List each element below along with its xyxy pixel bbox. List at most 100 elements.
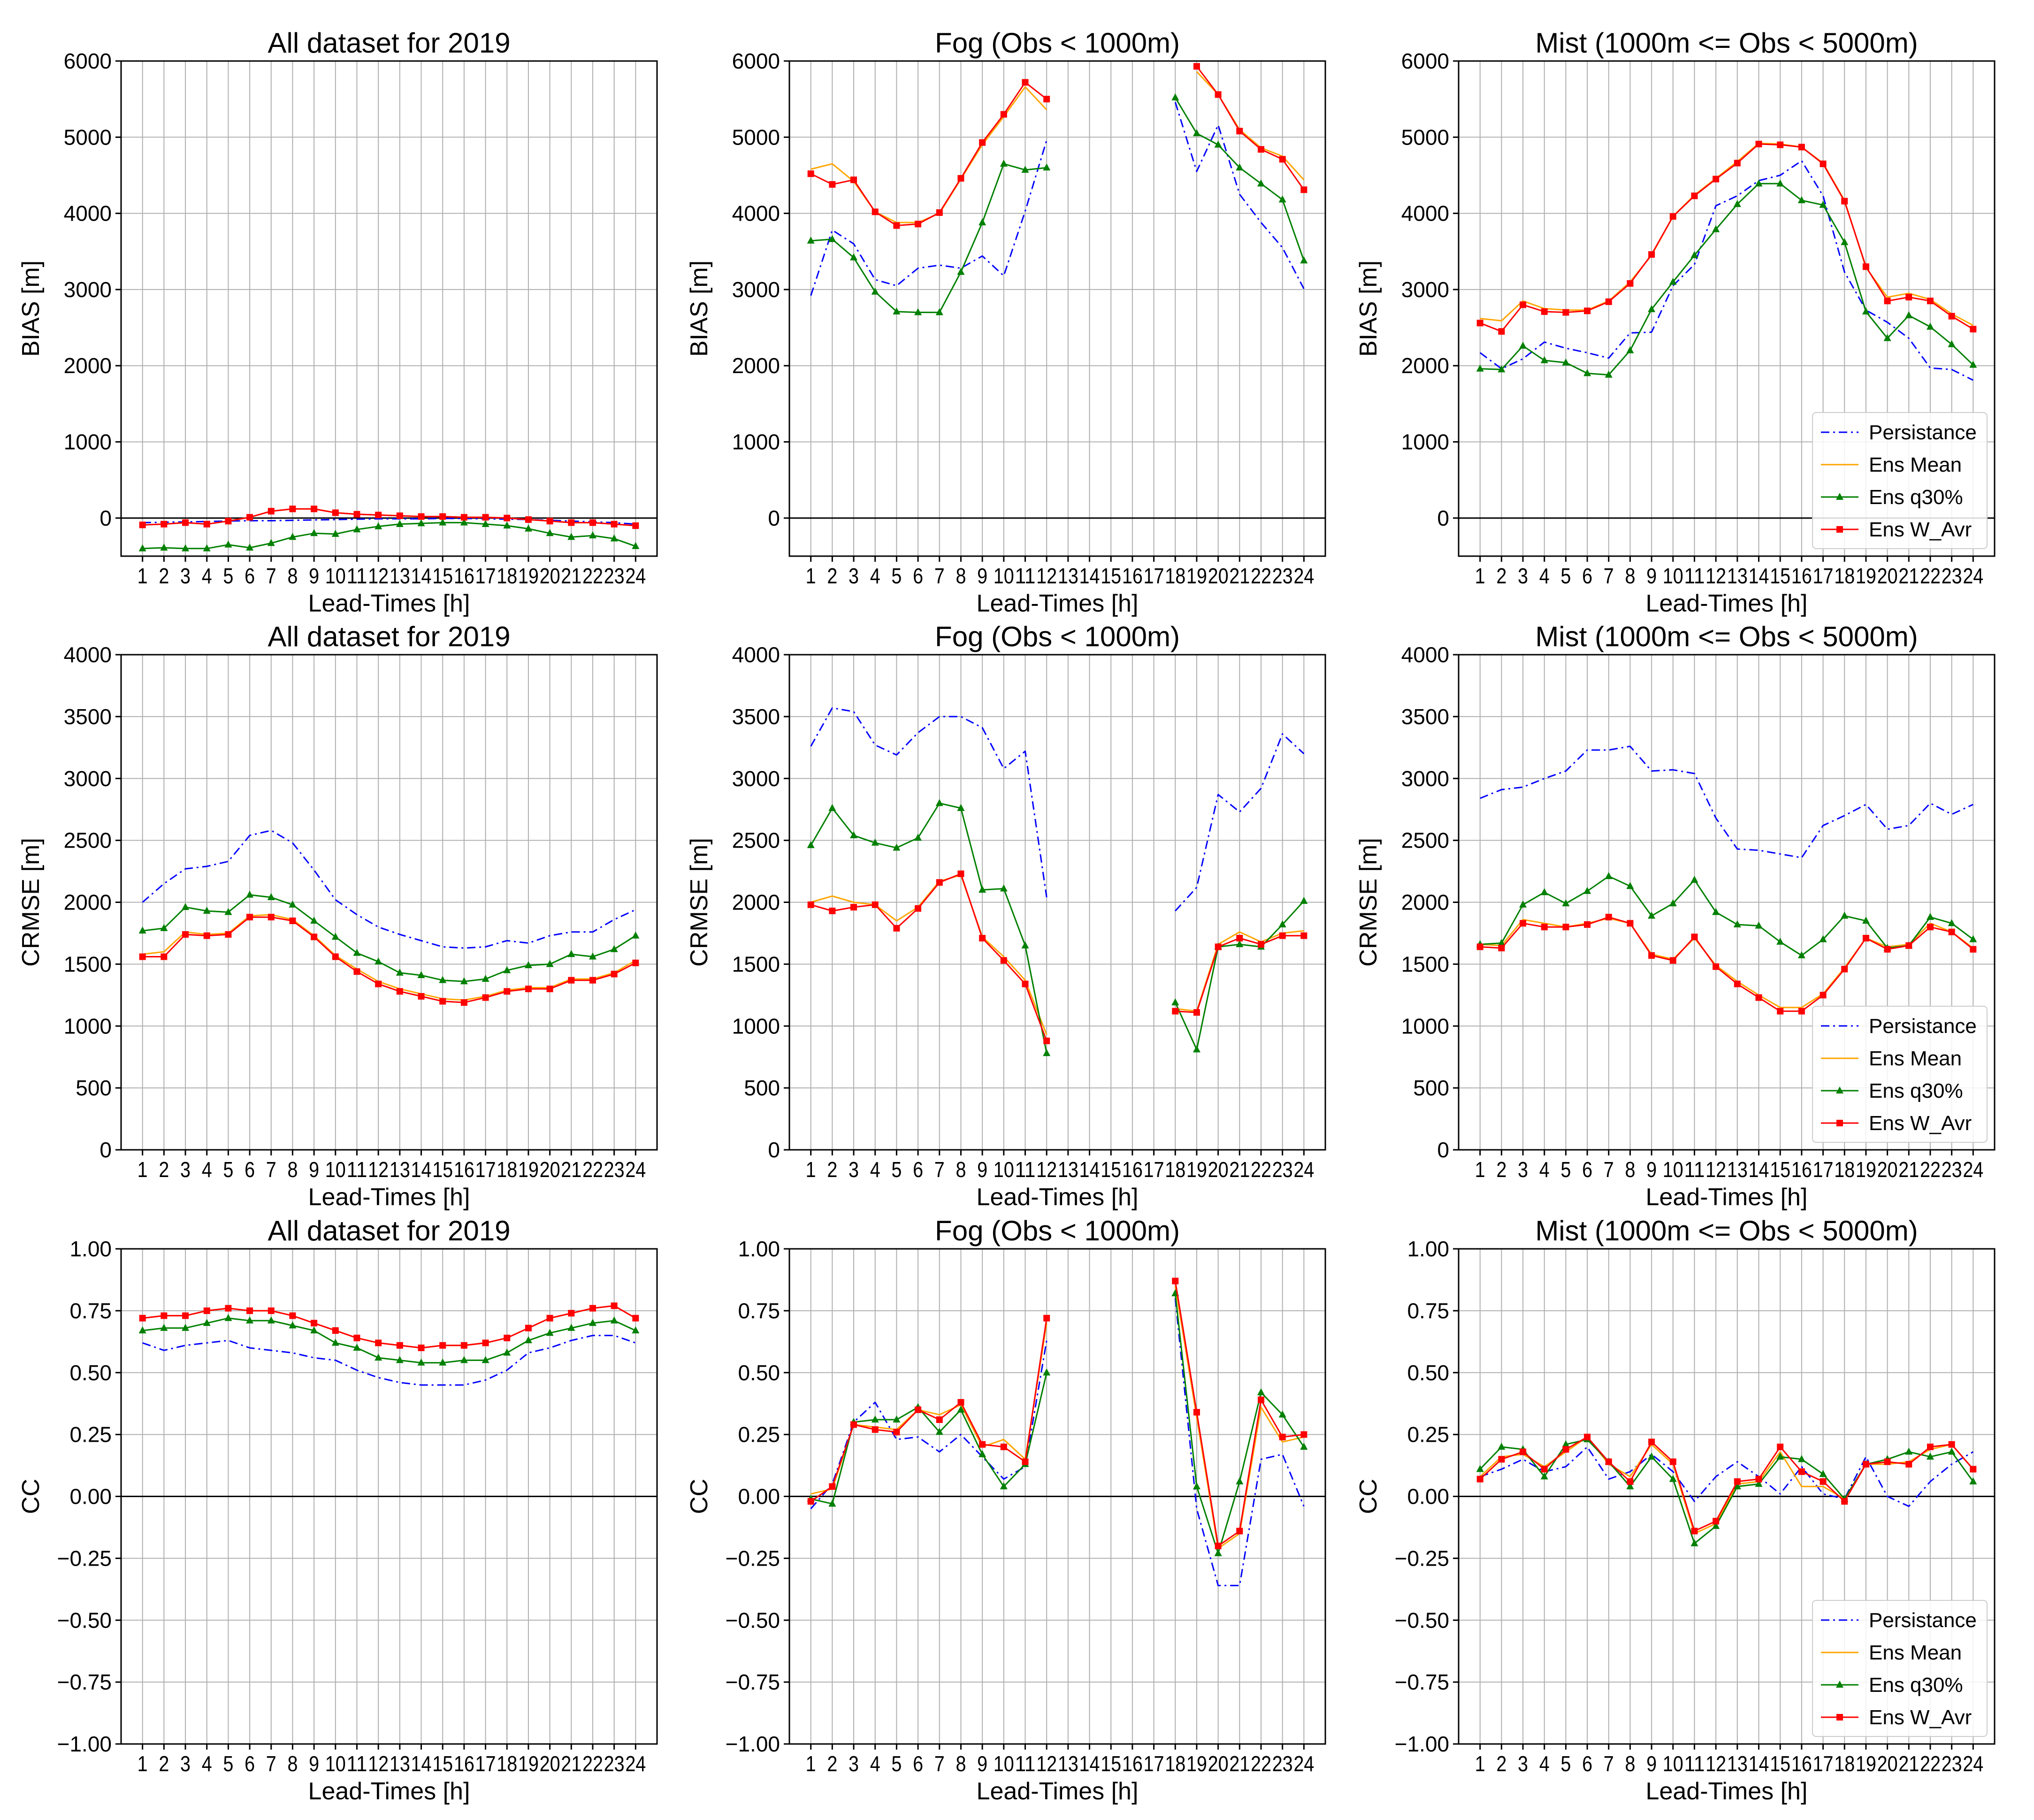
- data-point-wavr: [203, 520, 210, 528]
- data-point-q30: [331, 933, 339, 940]
- x-tick-label: 3: [180, 1157, 191, 1182]
- series-line-persistance: [142, 518, 636, 525]
- panel-title: All dataset for 2019: [268, 27, 510, 59]
- data-point-q30: [1755, 921, 1763, 929]
- data-point-wavr: [1476, 320, 1483, 327]
- y-tick-label: 4000: [1401, 642, 1449, 667]
- data-point-q30: [935, 799, 943, 806]
- data-point-q30: [375, 1354, 382, 1361]
- y-tick-label: 2000: [64, 353, 112, 378]
- y-tick-label: 0.25: [1407, 1422, 1449, 1447]
- data-point-wavr: [1905, 1461, 1912, 1468]
- y-tick-label: 1500: [1401, 952, 1449, 976]
- data-point-wavr: [1520, 920, 1527, 927]
- data-point-wavr: [268, 1307, 275, 1314]
- data-point-q30: [1755, 179, 1763, 187]
- x-tick-label: 3: [1518, 1157, 1528, 1182]
- data-point-q30: [1498, 1443, 1506, 1450]
- data-point-wavr: [332, 953, 339, 960]
- data-point-q30: [1214, 1549, 1222, 1556]
- x-tick-label: 17: [475, 1157, 496, 1182]
- x-tick-label: 2: [159, 564, 169, 588]
- x-tick-label: 2: [827, 1751, 837, 1776]
- data-point-wavr: [589, 977, 596, 984]
- data-point-wavr: [1777, 1008, 1784, 1015]
- x-tick-label: 17: [1813, 1157, 1834, 1182]
- data-point-wavr: [1257, 941, 1264, 948]
- series-line-q30: [1480, 875, 1974, 956]
- y-tick-label: 0.00: [738, 1484, 780, 1509]
- x-tick-label: 11: [1015, 564, 1035, 588]
- data-point-wavr: [1862, 1461, 1869, 1468]
- data-point-wavr: [182, 519, 189, 526]
- y-tick-label: 0: [1437, 506, 1449, 530]
- data-point-wavr: [936, 209, 943, 216]
- data-point-q30: [1583, 369, 1591, 376]
- x-tick-label: 15: [1770, 1157, 1790, 1182]
- x-tick-label: 10: [1663, 564, 1683, 588]
- data-point-wavr: [611, 520, 618, 528]
- y-tick-label: 4000: [64, 642, 112, 667]
- y-tick-label: 2000: [64, 890, 112, 915]
- series-q30: [807, 93, 1308, 315]
- x-tick-label: 23: [604, 564, 625, 588]
- data-point-q30: [979, 218, 986, 226]
- data-point-wavr: [1798, 1008, 1805, 1015]
- series-line-q30: [810, 803, 1048, 1054]
- legend-label-wavr: Ens W_Avr: [1869, 1112, 1972, 1135]
- series-wavr: [139, 1302, 639, 1351]
- data-point-wavr: [1948, 313, 1955, 320]
- y-tick-label: −0.50: [726, 1608, 780, 1632]
- series-mean: [1480, 142, 1974, 326]
- x-tick-label: 19: [518, 1751, 539, 1776]
- series-line-mean: [1479, 1436, 1974, 1535]
- panel-9: −1.00 −0.75 −0.50 −0.25 0.00 0.25 0.50 0.75 1.00…: [1355, 1215, 1996, 1805]
- series-line-persistance: [142, 830, 636, 949]
- x-tick-label: 13: [390, 564, 410, 588]
- data-point-wavr: [439, 998, 446, 1005]
- data-point-q30: [957, 804, 965, 811]
- data-point-wavr: [1627, 280, 1634, 287]
- y-axis-label: CC: [17, 1479, 45, 1514]
- x-tick-label: 2: [1496, 1157, 1506, 1182]
- data-point-wavr: [353, 968, 360, 975]
- y-axis-label: CC: [1355, 1479, 1382, 1514]
- data-point-q30: [1214, 140, 1222, 148]
- y-tick-label: 0.00: [69, 1484, 112, 1509]
- data-point-q30: [267, 1316, 275, 1323]
- x-tick-label: 18: [1834, 564, 1855, 588]
- y-tick-label: 5000: [732, 125, 780, 149]
- series-persistance: [810, 707, 1305, 912]
- data-point-q30: [1926, 322, 1934, 330]
- data-point-q30: [1583, 887, 1591, 894]
- series-q30: [138, 890, 640, 985]
- legend-label-q30: Ens q30%: [1869, 486, 1963, 509]
- data-point-q30: [1498, 939, 1506, 946]
- data-point-wavr: [1734, 160, 1741, 167]
- data-point-wavr: [979, 1441, 986, 1448]
- y-tick-label: 5000: [1401, 125, 1449, 149]
- x-tick-label: 23: [604, 1157, 625, 1182]
- x-axis-label: Lead-Times [h]: [308, 590, 470, 617]
- x-tick-label: 13: [1058, 1157, 1078, 1182]
- data-point-wavr: [872, 208, 879, 215]
- legend-label-q30: Ens q30%: [1869, 1674, 1963, 1697]
- y-tick-label: 1.00: [738, 1237, 780, 1261]
- data-point-q30: [460, 518, 468, 526]
- legend-marker-wavr: [1836, 1120, 1843, 1126]
- series-wavr: [1476, 1433, 1977, 1535]
- data-point-wavr: [1022, 980, 1029, 987]
- series-line-q30: [142, 1317, 636, 1364]
- x-tick-label: 14: [411, 1157, 432, 1182]
- series-line-wavr: [1479, 1436, 1974, 1532]
- data-point-wavr: [936, 879, 943, 886]
- x-tick-label: 4: [870, 1157, 880, 1182]
- data-point-q30: [567, 533, 575, 540]
- data-point-q30: [632, 1326, 640, 1334]
- x-tick-label: 7: [266, 1751, 276, 1776]
- x-tick-label: 24: [1963, 1157, 1983, 1182]
- data-point-q30: [460, 1356, 468, 1363]
